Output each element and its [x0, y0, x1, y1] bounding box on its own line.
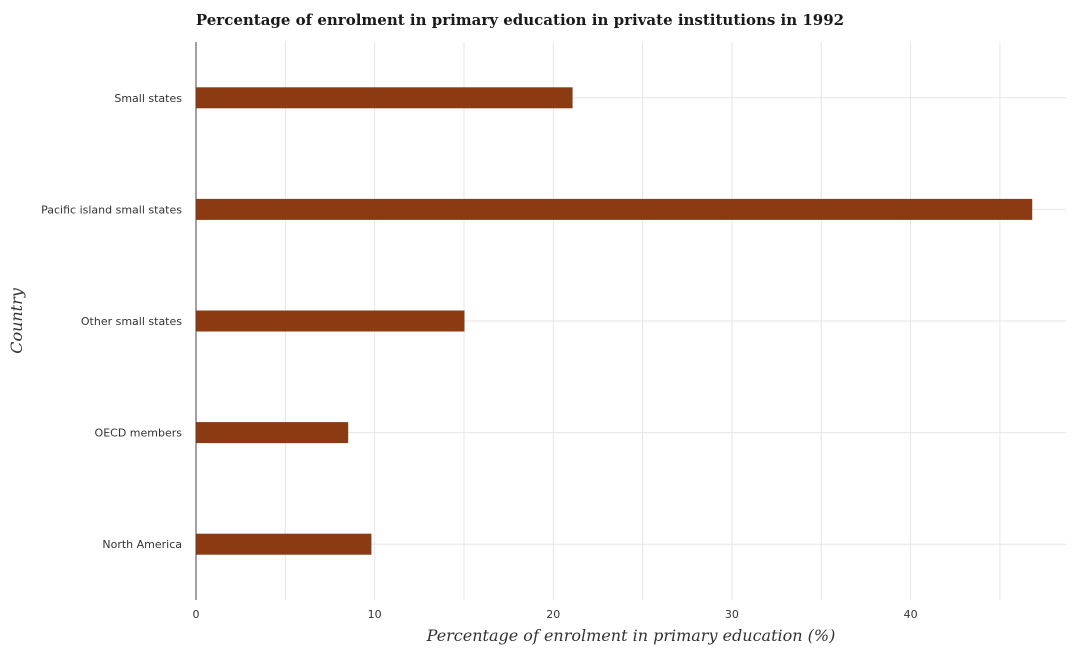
y-tick-label: North America [102, 538, 182, 551]
chart-title: Percentage of enrolment in primary educa… [196, 11, 844, 29]
x-tick-label: 10 [368, 608, 382, 621]
y-axis-label: Country [7, 287, 26, 354]
y-tick-label: Small states [114, 92, 182, 105]
x-tick-label: 30 [725, 608, 739, 621]
x-tick-labels: 0 10 20 30 40 [193, 608, 918, 621]
bar-other-small-states [196, 310, 465, 332]
y-tick-label: Pacific island small states [41, 203, 182, 216]
bar-pacific-island-small-states [196, 198, 1033, 220]
bar-north-america [196, 533, 372, 555]
y-tick-label: OECD members [95, 427, 183, 440]
y-tick-label: Other small states [81, 315, 182, 328]
y-tick-labels: North America OECD members Other small sta… [41, 92, 182, 551]
bar-small-states [196, 87, 573, 109]
x-tick-label: 20 [546, 608, 560, 621]
bars [196, 87, 1033, 555]
x-tick-label: 40 [904, 608, 918, 621]
x-tick-label: 0 [193, 608, 200, 621]
bar-oecd-members [196, 422, 349, 444]
x-axis-label: Percentage of enrolment in primary educa… [426, 626, 836, 645]
